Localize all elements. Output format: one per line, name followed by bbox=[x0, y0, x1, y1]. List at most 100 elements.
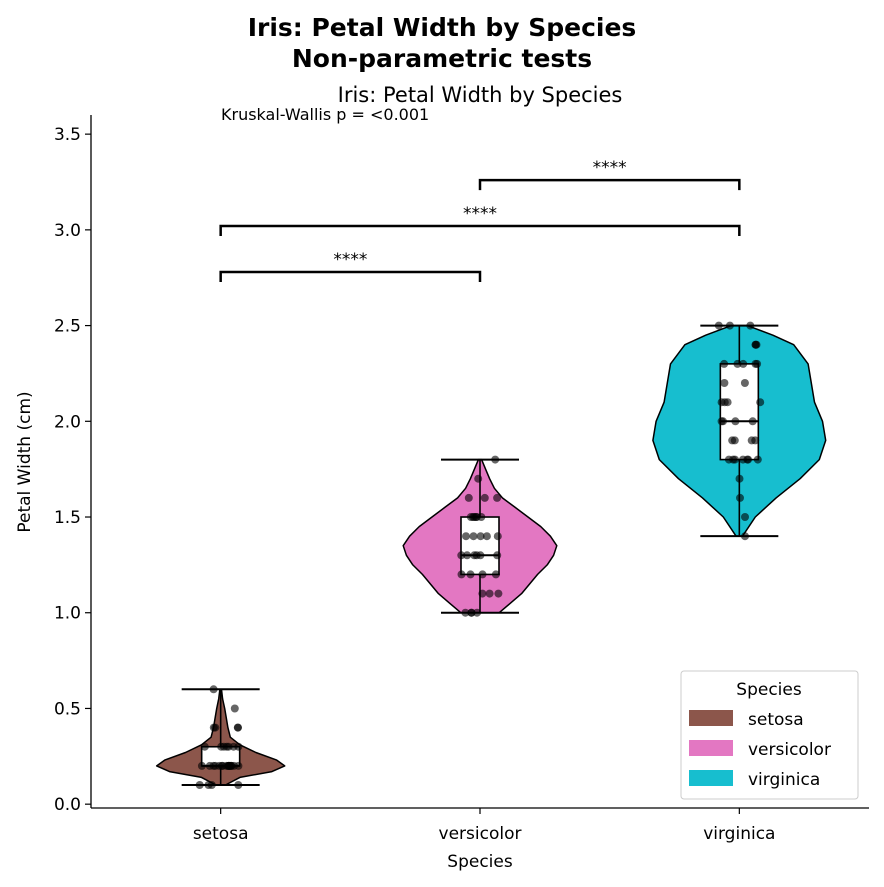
data-point bbox=[735, 474, 744, 483]
significance-label: **** bbox=[593, 158, 627, 178]
data-point bbox=[204, 781, 213, 789]
data-point bbox=[234, 761, 243, 770]
data-point bbox=[469, 532, 478, 541]
data-point bbox=[478, 589, 487, 598]
data-point bbox=[491, 570, 500, 579]
y-tick-label: 3.5 bbox=[54, 125, 81, 145]
iqr-box bbox=[460, 516, 500, 576]
data-point bbox=[729, 455, 738, 464]
data-point bbox=[753, 455, 762, 464]
x-tick-label: virginica bbox=[703, 824, 775, 844]
data-point bbox=[209, 723, 218, 732]
data-point bbox=[741, 532, 749, 541]
data-point bbox=[733, 359, 742, 368]
suptitle-line-2: Non-parametric tests bbox=[292, 44, 592, 73]
y-tick-label: 2.0 bbox=[54, 412, 81, 432]
data-point bbox=[756, 398, 765, 407]
data-point bbox=[205, 761, 214, 770]
data-point bbox=[230, 704, 239, 713]
species-group-virginica bbox=[652, 321, 827, 541]
data-point bbox=[746, 321, 755, 330]
data-point bbox=[462, 532, 470, 541]
data-point bbox=[461, 608, 470, 617]
data-point bbox=[751, 359, 760, 368]
bracket-line bbox=[219, 270, 482, 282]
data-point bbox=[485, 589, 494, 598]
data-point bbox=[224, 761, 233, 770]
y-tick-label: 0.5 bbox=[54, 699, 81, 719]
data-point bbox=[467, 608, 476, 617]
data-point bbox=[740, 379, 749, 387]
x-tick-label: versicolor bbox=[439, 824, 522, 844]
data-point bbox=[464, 493, 473, 502]
data-point bbox=[739, 359, 748, 368]
data-point bbox=[741, 513, 749, 521]
legend-label-virginica: virginica bbox=[748, 770, 820, 790]
iqr-box bbox=[719, 363, 760, 461]
legend-swatch-setosa bbox=[689, 710, 733, 726]
data-point bbox=[480, 493, 489, 502]
plot-area: **** **** **** bbox=[155, 158, 827, 789]
data-point bbox=[478, 570, 487, 579]
x-axis-ticks: setosa versicolor virginica bbox=[193, 808, 775, 844]
significance-label: **** bbox=[463, 204, 497, 224]
y-tick-label: 1.0 bbox=[54, 604, 81, 624]
y-axis-label: Petal Width (cm) bbox=[15, 391, 35, 532]
data-point bbox=[717, 417, 726, 426]
data-point bbox=[195, 781, 204, 789]
axes-title: Iris: Petal Width by Species bbox=[338, 83, 623, 107]
data-point bbox=[748, 417, 757, 426]
data-point bbox=[457, 570, 466, 579]
significance-bracket: **** bbox=[478, 158, 741, 191]
legend: Species setosa versicolor virginica bbox=[680, 670, 859, 800]
data-point bbox=[219, 742, 228, 751]
suptitle-line-1: Iris: Petal Width by Species bbox=[248, 13, 637, 42]
data-point bbox=[752, 340, 761, 349]
data-point bbox=[730, 436, 739, 445]
data-point bbox=[234, 742, 243, 751]
data-point bbox=[494, 589, 503, 598]
y-tick-label: 1.5 bbox=[54, 508, 81, 528]
data-point bbox=[717, 398, 726, 407]
significance-label: **** bbox=[333, 250, 367, 270]
x-axis-label: Species bbox=[447, 852, 513, 872]
data-point bbox=[209, 685, 218, 694]
data-point bbox=[731, 417, 740, 426]
data-point bbox=[200, 742, 209, 751]
y-tick-label: 2.5 bbox=[54, 317, 81, 337]
data-point bbox=[476, 532, 485, 541]
x-tick-label: setosa bbox=[193, 824, 249, 844]
data-point bbox=[234, 781, 243, 789]
data-point bbox=[723, 398, 732, 407]
species-group-setosa bbox=[155, 685, 286, 789]
species-group-versicolor bbox=[402, 455, 558, 617]
data-point bbox=[720, 359, 729, 368]
data-point bbox=[751, 436, 760, 445]
significance-bracket: **** bbox=[219, 250, 482, 282]
legend-label-versicolor: versicolor bbox=[748, 740, 831, 760]
y-axis-ticks: 0.0 0.5 1.0 1.5 2.0 2.5 3.0 3.5 bbox=[54, 125, 91, 815]
data-point bbox=[470, 551, 479, 560]
data-point bbox=[493, 493, 502, 502]
data-point bbox=[469, 513, 477, 521]
data-point bbox=[473, 608, 481, 617]
legend-title: Species bbox=[736, 680, 802, 700]
legend-frame bbox=[680, 670, 859, 800]
legend-label-setosa: setosa bbox=[748, 710, 804, 730]
data-point bbox=[714, 321, 723, 330]
data-point bbox=[215, 761, 224, 770]
data-point bbox=[474, 474, 483, 483]
data-point bbox=[725, 321, 734, 330]
figure-title: Iris: Petal Width by Species Non-paramet… bbox=[248, 13, 637, 73]
data-point bbox=[493, 532, 502, 541]
data-point bbox=[233, 723, 242, 732]
y-tick-label: 0.0 bbox=[54, 795, 81, 815]
data-point bbox=[197, 761, 206, 770]
kruskal-wallis-annotation: Kruskal-Wallis p = <0.001 bbox=[221, 105, 429, 124]
data-point bbox=[720, 379, 729, 387]
legend-items: setosa versicolor virginica bbox=[689, 710, 831, 790]
data-point bbox=[463, 551, 472, 560]
data-point bbox=[491, 455, 500, 464]
data-point bbox=[466, 570, 475, 579]
data-point bbox=[739, 455, 747, 464]
